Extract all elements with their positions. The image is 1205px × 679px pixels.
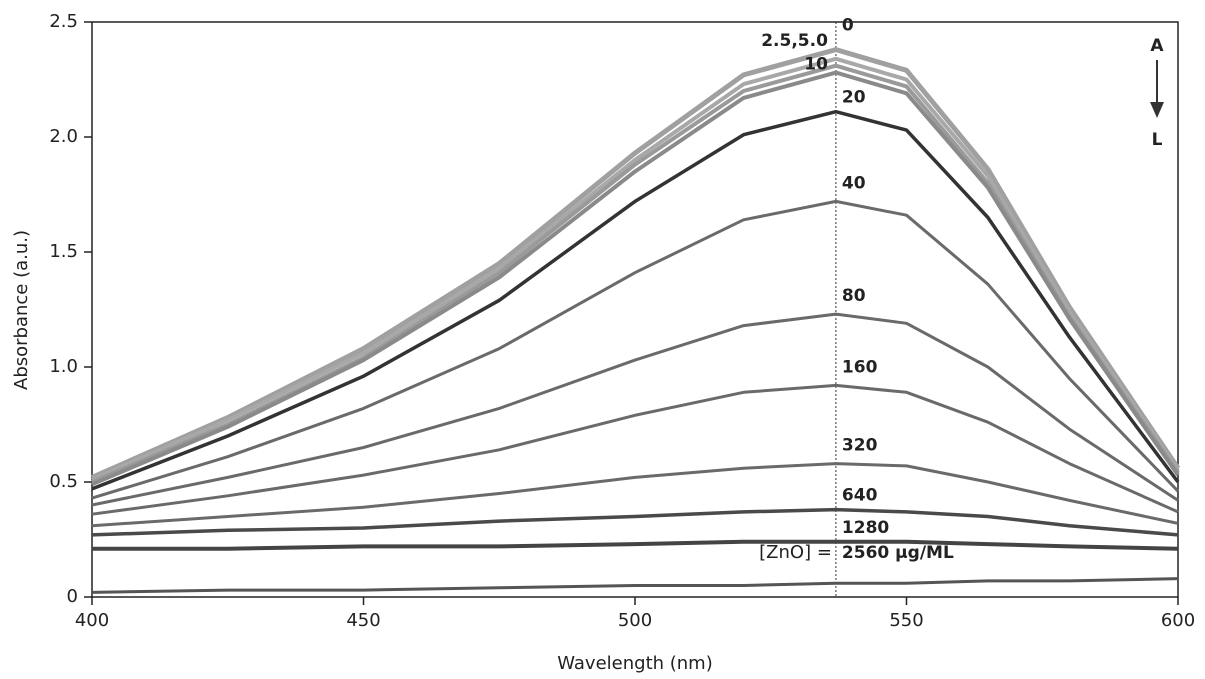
concentration-label: [ZnO] = <box>759 542 832 563</box>
x-tick-label: 500 <box>618 610 652 631</box>
spectrum-line <box>92 112 1178 489</box>
series-label: 2.5,5.0 <box>761 31 828 51</box>
arrow-top-label: A <box>1150 36 1164 56</box>
y-tick-label: 2.5 <box>49 11 78 32</box>
y-tick-label: 1.0 <box>49 356 78 377</box>
chart: Wavelength (nm) Absorbance (a.u.) A L 0 0… <box>0 0 1205 679</box>
y-tick-label: 0 <box>67 586 78 607</box>
series-label: 0 <box>842 16 854 36</box>
x-tick-label: 400 <box>75 610 109 631</box>
series-label: 640 <box>842 486 878 506</box>
y-axis-label: Absorbance (a.u.) <box>11 230 32 390</box>
x-tick-label: 600 <box>1161 610 1195 631</box>
spectrum-line <box>92 579 1178 593</box>
spectrum-line <box>92 542 1178 549</box>
x-axis-label: Wavelength (nm) <box>557 653 713 674</box>
series-label: 2560 μg/ML <box>842 543 954 563</box>
arrow-head <box>1150 102 1164 118</box>
series-label: 1280 <box>842 518 889 538</box>
series-label: 20 <box>842 88 866 108</box>
series-label: 10 <box>804 55 828 75</box>
series-label: 320 <box>842 436 878 456</box>
y-tick-label: 2.0 <box>49 126 78 147</box>
plot-frame <box>92 22 1178 597</box>
spectrum-line <box>92 201 1178 498</box>
y-tick-label: 0.5 <box>49 471 78 492</box>
y-tick-label: 1.5 <box>49 241 78 262</box>
arrow-bottom-label: L <box>1152 130 1163 150</box>
series-label: 160 <box>842 357 878 377</box>
x-tick-label: 450 <box>346 610 380 631</box>
series-label: 80 <box>842 286 866 306</box>
x-tick-label: 550 <box>889 610 923 631</box>
series-label: 40 <box>842 173 866 193</box>
